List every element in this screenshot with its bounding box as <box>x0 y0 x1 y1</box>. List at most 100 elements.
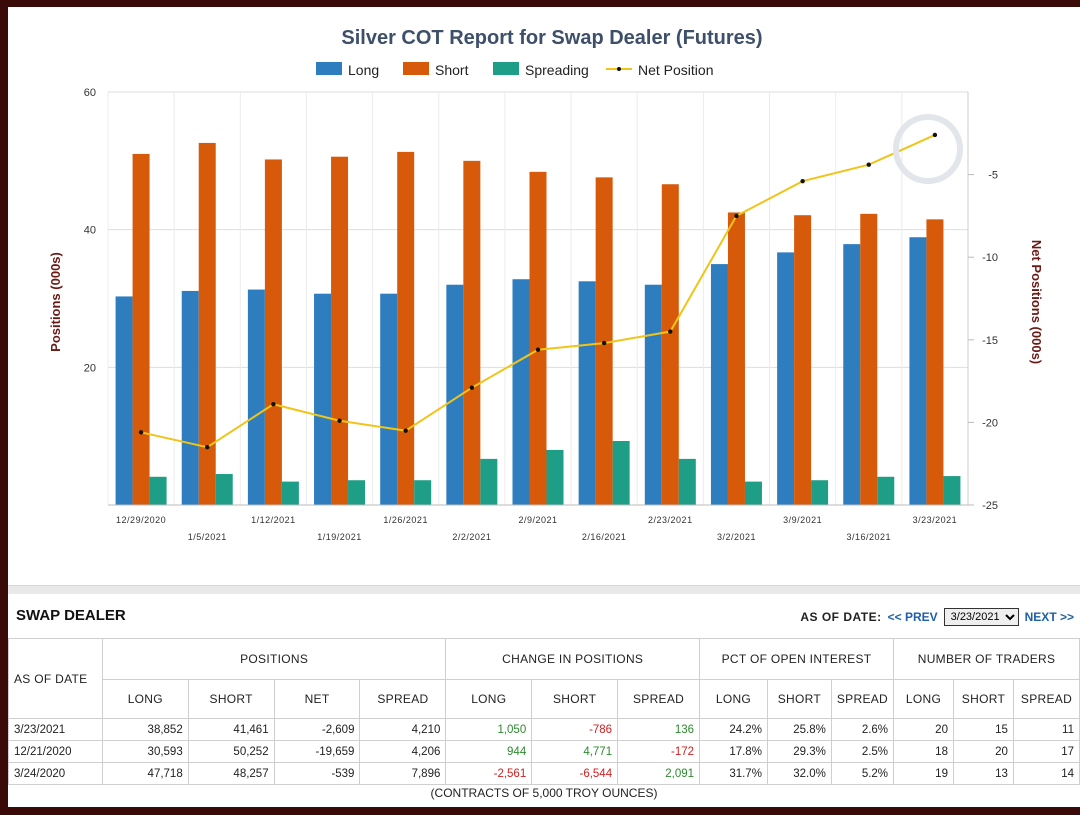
bar-spreading <box>612 440 630 505</box>
x-tick-label: 2/2/2021 <box>452 532 491 542</box>
bar-spreading <box>546 449 564 505</box>
table-cell: 19 <box>893 762 954 785</box>
x-tick-label: 3/16/2021 <box>846 532 891 542</box>
bar-long <box>314 293 332 505</box>
table-cell: 136 <box>617 718 701 741</box>
table-cell: 30,593 <box>101 740 189 763</box>
table-cell: 24.2% <box>699 718 768 741</box>
x-tick-label: 3/9/2021 <box>783 515 822 525</box>
x-tick-label: 2/16/2021 <box>582 532 627 542</box>
as-of-date-control: AS OF DATE: << PREV 3/23/2021 NEXT >> <box>800 608 1074 626</box>
bar-long <box>843 244 861 505</box>
sub-header: LONG <box>101 679 189 719</box>
x-tick-label: 1/19/2021 <box>317 532 362 542</box>
x-tick-label: 3/2/2021 <box>717 532 756 542</box>
group-header-pct: PCT OF OPEN INTEREST <box>699 638 895 680</box>
y-tick-label: 20 <box>84 362 96 374</box>
table-cell: 18 <box>893 740 954 763</box>
table-cell: 17.8% <box>699 740 768 763</box>
y-tick-label: 40 <box>84 225 96 237</box>
sub-header: SHORT <box>766 679 832 719</box>
bar-spreading <box>744 481 762 505</box>
bar-spreading <box>149 476 167 505</box>
table-cell: 4,210 <box>359 718 447 741</box>
table-cell: 13 <box>952 762 1014 785</box>
sub-header: NET <box>273 679 361 719</box>
table-footer-note: (CONTRACTS OF 5,000 TROY OUNCES) <box>430 786 658 800</box>
table-cell: 29.3% <box>766 740 832 763</box>
net-position-point <box>866 162 871 167</box>
cot-chart: Silver COT Report for Swap Dealer (Futur… <box>48 27 1044 542</box>
watermark-logo-icon <box>893 114 963 184</box>
group-header-positions: POSITIONS <box>101 638 447 680</box>
bar-long <box>578 281 596 505</box>
table-cell: 38,852 <box>101 718 189 741</box>
date-select[interactable]: 3/23/2021 <box>943 608 1019 626</box>
legend-marker-icon <box>617 67 621 71</box>
net-position-point <box>734 213 739 219</box>
bar-short <box>331 156 349 505</box>
table-cell: 2.6% <box>830 718 895 741</box>
sub-header: SPREAD <box>359 679 447 719</box>
table-cell: -2,561 <box>445 762 533 785</box>
sub-header: SPREAD <box>617 679 701 719</box>
net-position-point <box>668 329 673 334</box>
bar-long <box>644 284 662 505</box>
net-position-point <box>205 444 210 450</box>
sub-header: SHORT <box>531 679 619 719</box>
legend-swatch <box>493 62 519 75</box>
bar-spreading <box>348 480 366 505</box>
table-cell: -6,544 <box>531 762 619 785</box>
sub-header: LONG <box>445 679 533 719</box>
table-cell: 47,718 <box>101 762 189 785</box>
table-row: 3/23/2021 38,852 41,461 -2,609 4,210 1,050 -78… <box>8 718 1080 741</box>
table-cell: 14 <box>1012 762 1080 785</box>
bar-spreading <box>215 474 233 505</box>
section-title: SWAP DEALER <box>16 607 126 624</box>
bar-spreading <box>281 481 299 505</box>
bar-short <box>926 219 944 505</box>
net-position-point <box>469 385 475 390</box>
table-cell: 32.0% <box>766 762 832 785</box>
table-cell: 5.2% <box>830 762 895 785</box>
x-tick-label: 2/9/2021 <box>518 515 557 525</box>
bar-long <box>512 279 530 505</box>
table-cell: 17 <box>1012 740 1080 763</box>
as-of-date-label: AS OF DATE: <box>800 610 882 624</box>
next-button[interactable]: NEXT >> <box>1024 610 1074 624</box>
sub-header: SHORT <box>187 679 275 719</box>
table-cell: -19,659 <box>273 740 361 763</box>
legend-label: Short <box>435 62 469 78</box>
group-header-row: AS OF DATE POSITIONS CHANGE IN POSITIONS… <box>8 638 1080 719</box>
bar-short <box>463 160 481 506</box>
net-position-point <box>601 340 607 346</box>
footer-row: (CONTRACTS OF 5,000 TROY OUNCES) <box>9 785 1080 800</box>
table-row: 3/24/2020 47,718 48,257 -539 7,896 -2,561 -6,5… <box>8 762 1080 785</box>
table-cell: 31.7% <box>699 762 768 785</box>
table-panel: SWAP DEALER AS OF DATE: << PREV 3/23/202… <box>8 594 1080 807</box>
prev-button[interactable]: << PREV <box>887 610 938 624</box>
bar-spreading <box>811 480 829 505</box>
bar-long <box>446 284 464 505</box>
sub-header: LONG <box>699 679 768 719</box>
net-position-point <box>800 179 805 184</box>
x-tick-label: 2/23/2021 <box>648 515 693 525</box>
net-position-point <box>403 428 408 433</box>
group-header-traders: NUMBER OF TRADERS <box>893 638 1080 680</box>
date-column-header: AS OF DATE <box>8 638 103 719</box>
x-tick-label: 3/23/2021 <box>913 515 958 525</box>
net-position-point <box>932 132 938 138</box>
chart-panel: Silver COT Report for Swap Dealer (Futur… <box>8 7 1080 585</box>
row-date-cell: 3/23/2021 <box>8 718 103 741</box>
bar-spreading <box>877 476 895 505</box>
bar-short <box>661 184 679 505</box>
bar-long <box>247 289 265 505</box>
table-cell: 20 <box>893 718 954 741</box>
bar-short <box>529 171 547 505</box>
bar-long <box>115 296 133 505</box>
table-cell: 11 <box>1012 718 1080 741</box>
table-cell: -539 <box>273 762 361 785</box>
table-cell: 944 <box>445 740 533 763</box>
net-position-point <box>337 418 342 423</box>
bar-short <box>397 151 415 505</box>
